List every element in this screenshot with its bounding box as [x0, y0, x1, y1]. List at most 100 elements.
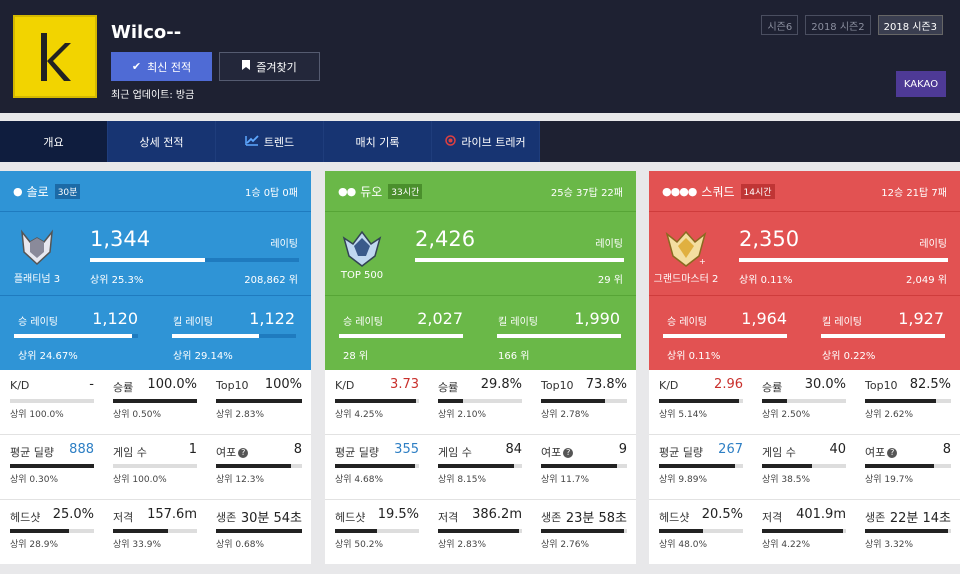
kill-rating-value: 1,927: [898, 309, 944, 328]
stat-value: 157.6m: [147, 507, 197, 522]
kakao-button[interactable]: KAKAO: [896, 71, 946, 97]
tab-label: 개요: [43, 135, 64, 149]
stat-label: 저격: [113, 509, 133, 525]
stat-percentile: 상위 9.89%: [659, 475, 708, 485]
stat-bar: [335, 399, 419, 403]
favorite-button[interactable]: 즐겨찾기: [219, 52, 320, 81]
stat-bar-fill: [216, 399, 302, 403]
stat-percentile: 상위 28.9%: [10, 540, 59, 550]
tier-badge-icon: +: [663, 228, 709, 268]
stat-label-text: 게임 수: [762, 446, 796, 459]
favorite-label: 즐겨찾기: [256, 60, 297, 74]
tab-detailed-stats[interactable]: 상세 전적: [108, 121, 216, 162]
stats-grid: K/D - 상위 100.0% 승률 100.0% 상위 0.50% Top10 100% 상위…: [0, 370, 311, 564]
stat-value: -: [89, 377, 94, 392]
divider: [649, 434, 960, 435]
refresh-button[interactable]: ✔ 최신 전적: [111, 52, 212, 81]
tab-match-history[interactable]: 매치 기록: [324, 121, 432, 162]
help-icon[interactable]: ?: [563, 448, 574, 458]
stat-percentile: 상위 11.7%: [541, 475, 590, 485]
rating-label: 레이팅: [270, 239, 298, 250]
stat-bar-fill: [216, 529, 302, 533]
card-header: ● 솔로 30분 1승 0탑 0패 플래티넘 3 1,344 레이팅 상위 25.3% 208,…: [0, 171, 311, 370]
win-rating-percentile: 상위 0.11%: [667, 351, 721, 362]
tab-trend[interactable]: 트렌드: [216, 121, 324, 162]
stat-bar-fill: [438, 529, 520, 533]
win-rating-bar-fill: [663, 334, 787, 338]
stat-percentile: 상위 2.50%: [762, 410, 811, 420]
stat-bar: [10, 464, 94, 468]
stat-value: 8: [942, 442, 951, 457]
stat-bar: [113, 399, 197, 403]
season-selector: 시즌6 2018 시즌2 2018 시즌3: [761, 15, 943, 35]
season-tab-active[interactable]: 2018 시즌3: [877, 15, 943, 35]
stat-percentile: 상위 50.2%: [335, 540, 384, 550]
stat-label: 여포?: [865, 444, 898, 460]
tab-live-tracker[interactable]: 라이브 트레커: [432, 121, 540, 162]
stat-percentile: 상위 2.78%: [541, 410, 590, 420]
rating-bar-fill: [415, 258, 624, 262]
stat-bar: [438, 464, 522, 468]
season-tab[interactable]: 시즌6: [761, 15, 799, 35]
stat-bar-fill: [10, 529, 69, 533]
stat-bar: [865, 529, 951, 533]
stat-label-text: 헤드샷: [335, 511, 366, 524]
player-icon: ●: [13, 184, 23, 198]
kill-rating-bar: [497, 334, 621, 338]
win-rating-bar-fill: [339, 334, 463, 338]
stat-cell: 승률 29.8% 상위 2.10%: [438, 370, 522, 434]
stat-label-text: 생존: [216, 511, 237, 524]
stat-cell: 저격 401.9m 상위 4.22%: [762, 500, 846, 564]
refresh-label: 최신 전적: [147, 60, 192, 74]
stat-cell: 생존 23분 58초 상위 2.76%: [541, 500, 627, 564]
win-rating-label: 승 레이팅: [667, 317, 707, 328]
stat-cell: 승률 100.0% 상위 0.50%: [113, 370, 197, 434]
stat-label-text: 저격: [438, 511, 459, 524]
rating-value: 2,426: [415, 227, 476, 251]
stat-label-text: 게임 수: [438, 446, 472, 459]
mode-name: 듀오: [360, 184, 383, 199]
help-icon[interactable]: ?: [887, 448, 898, 458]
stat-bar: [10, 529, 94, 533]
mode-row: ● 솔로 30분 1승 0탑 0패: [13, 181, 298, 201]
stat-bar: [541, 529, 627, 533]
stat-label-text: 평균 딜량: [659, 446, 703, 459]
playtime-badge: 14시간: [740, 183, 775, 199]
tier-name: TOP 500: [340, 270, 384, 281]
stat-value: 9: [618, 442, 627, 457]
tab-overview[interactable]: 개요: [0, 121, 108, 162]
stat-value: 19.5%: [377, 507, 419, 522]
kill-rating-percentile: 상위 0.22%: [822, 351, 876, 362]
stat-bar-fill: [659, 529, 703, 533]
stat-percentile: 상위 4.68%: [335, 475, 384, 485]
svg-text:+: +: [699, 257, 706, 266]
rating-bar-fill: [90, 258, 205, 262]
stat-bar-fill: [113, 529, 169, 533]
kill-rating-bar: [821, 334, 945, 338]
tier-name: 그랜드마스터 2: [653, 274, 719, 285]
stat-bar: [659, 529, 743, 533]
record-summary: 25승 37탑 22패: [550, 187, 623, 199]
stat-bar-fill: [438, 399, 464, 403]
win-rating-value: 1,120: [92, 309, 138, 328]
stat-label: 평균 딜량: [659, 444, 703, 460]
stat-percentile: 상위 2.76%: [541, 540, 590, 550]
stat-bar-fill: [762, 399, 788, 403]
win-rating-bar: [339, 334, 463, 338]
help-icon[interactable]: ?: [238, 448, 249, 458]
stat-value: 267: [718, 442, 743, 457]
divider: [325, 499, 636, 500]
tier-name: 플래티넘 3: [13, 274, 61, 285]
stat-cell: 평균 딜량 355 상위 4.68%: [335, 435, 419, 499]
stat-cell: 승률 30.0% 상위 2.50%: [762, 370, 846, 434]
stat-cell: Top10 82.5% 상위 2.62%: [865, 370, 951, 434]
stat-value: 401.9m: [796, 507, 846, 522]
rating-rank: 2,049 위: [905, 275, 947, 286]
divider: [0, 434, 311, 435]
win-rating-value: 1,964: [741, 309, 787, 328]
stat-percentile: 상위 2.62%: [865, 410, 914, 420]
season-tab[interactable]: 2018 시즌2: [805, 15, 871, 35]
last-updated: 최근 업데이트: 방금: [111, 90, 195, 101]
playtime-badge: 30분: [54, 183, 81, 199]
stat-percentile: 상위 33.9%: [113, 540, 162, 550]
